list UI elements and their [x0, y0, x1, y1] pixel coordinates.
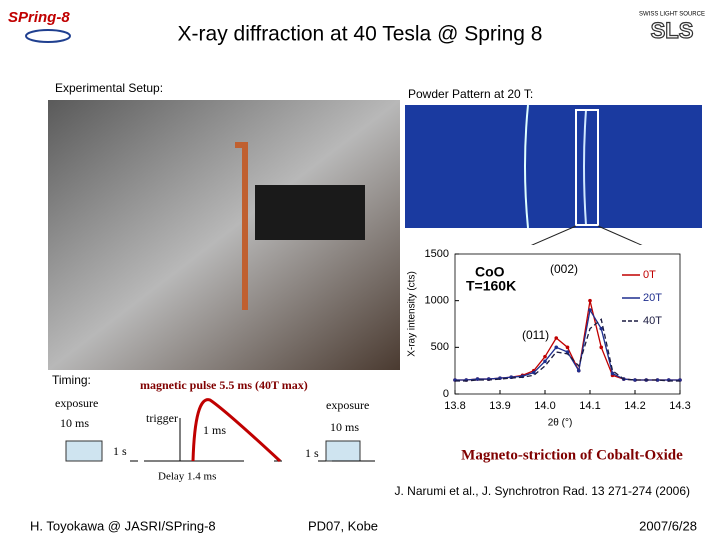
point — [565, 350, 570, 354]
logo-left: SPring-8 — [8, 9, 70, 26]
delay-label: Delay 1.4 ms — [158, 471, 216, 483]
timing-title: Timing: — [52, 373, 91, 387]
exposure-box — [65, 440, 103, 462]
x-tick-label: 14.2 — [624, 400, 645, 412]
point — [610, 371, 615, 376]
series-line — [455, 318, 680, 382]
x-tick-label: 13.9 — [489, 400, 510, 412]
photo-pipe — [235, 142, 248, 310]
x-tick-label: 14.0 — [534, 400, 555, 412]
point — [543, 354, 547, 359]
plot-frame — [454, 253, 681, 395]
footer-center: PD07, Kobe — [308, 518, 378, 533]
gap-label: 1 s — [113, 444, 127, 458]
point — [588, 298, 592, 303]
gap-label: 1 s — [305, 446, 319, 460]
photo-box — [255, 185, 365, 240]
ring-2 — [583, 109, 587, 226]
logo-right: SLS — [651, 18, 694, 43]
setup-label: Experimental Setup: — [55, 81, 163, 95]
pulse-label: magnetic pulse 5.5 ms (40T max) — [140, 378, 308, 392]
point — [565, 345, 570, 350]
exposure-label: exposure — [55, 396, 98, 410]
point — [599, 345, 604, 350]
y-tick-label: 500 — [431, 341, 449, 353]
point — [554, 345, 559, 350]
legend-label: 40T — [643, 315, 662, 327]
powder-label: Powder Pattern at 20 T: — [408, 87, 533, 101]
y-tick-label: 1000 — [425, 295, 449, 307]
logo-right-small: SWISS LIGHT SOURCE — [639, 12, 705, 18]
roi-box — [575, 109, 599, 226]
x-axis-label: 2θ (°) — [548, 418, 573, 429]
x-tick-label: 13.8 — [444, 400, 465, 412]
point — [576, 368, 581, 373]
plot-background — [405, 245, 695, 410]
logo-ring — [25, 29, 71, 43]
annotation: (002) — [550, 262, 578, 276]
annotation: CoO — [475, 264, 505, 280]
y-tick-label: 0 — [443, 388, 449, 400]
duration-label: 10 ms — [60, 416, 89, 430]
caption: Magneto-striction of Cobalt-Oxide — [461, 447, 683, 463]
annotation: (011) — [522, 328, 549, 342]
exposure-box — [325, 440, 361, 462]
legend-label: 20T — [643, 292, 662, 304]
y-axis-label: X-ray intensity (cts) — [407, 271, 418, 357]
timing-diagram: Timing: magnetic pulse 5.5 ms (40T max) … — [52, 373, 375, 483]
ring-1 — [524, 104, 529, 229]
footer-left: H. Toyokawa @ JASRI/SPring-8 — [30, 518, 216, 533]
point — [543, 359, 547, 364]
point — [599, 326, 604, 331]
point — [633, 378, 637, 382]
x-tick-label: 14.1 — [579, 400, 600, 412]
point — [554, 336, 559, 340]
trigger-label: trigger — [146, 411, 178, 425]
exposure-label: exposure — [326, 398, 369, 412]
title: X-ray diffraction at 40 Tesla @ Spring 8 — [178, 23, 543, 46]
x-tick-label: 14.3 — [669, 400, 690, 412]
powder-image — [405, 105, 702, 228]
rise-label: 1 ms — [203, 423, 226, 437]
point — [531, 370, 536, 375]
pulse-curve — [191, 398, 282, 463]
duration-label: 10 ms — [330, 420, 359, 434]
annotation: T=160K — [466, 278, 516, 294]
y-tick-label: 1500 — [425, 248, 449, 260]
reference: J. Narumi et al., J. Synchrotron Rad. 13… — [395, 484, 690, 498]
point — [588, 308, 592, 312]
footer-right: 2007/6/28 — [639, 518, 697, 533]
legend-label: 0T — [643, 269, 656, 281]
point — [475, 377, 480, 381]
point — [655, 378, 660, 382]
